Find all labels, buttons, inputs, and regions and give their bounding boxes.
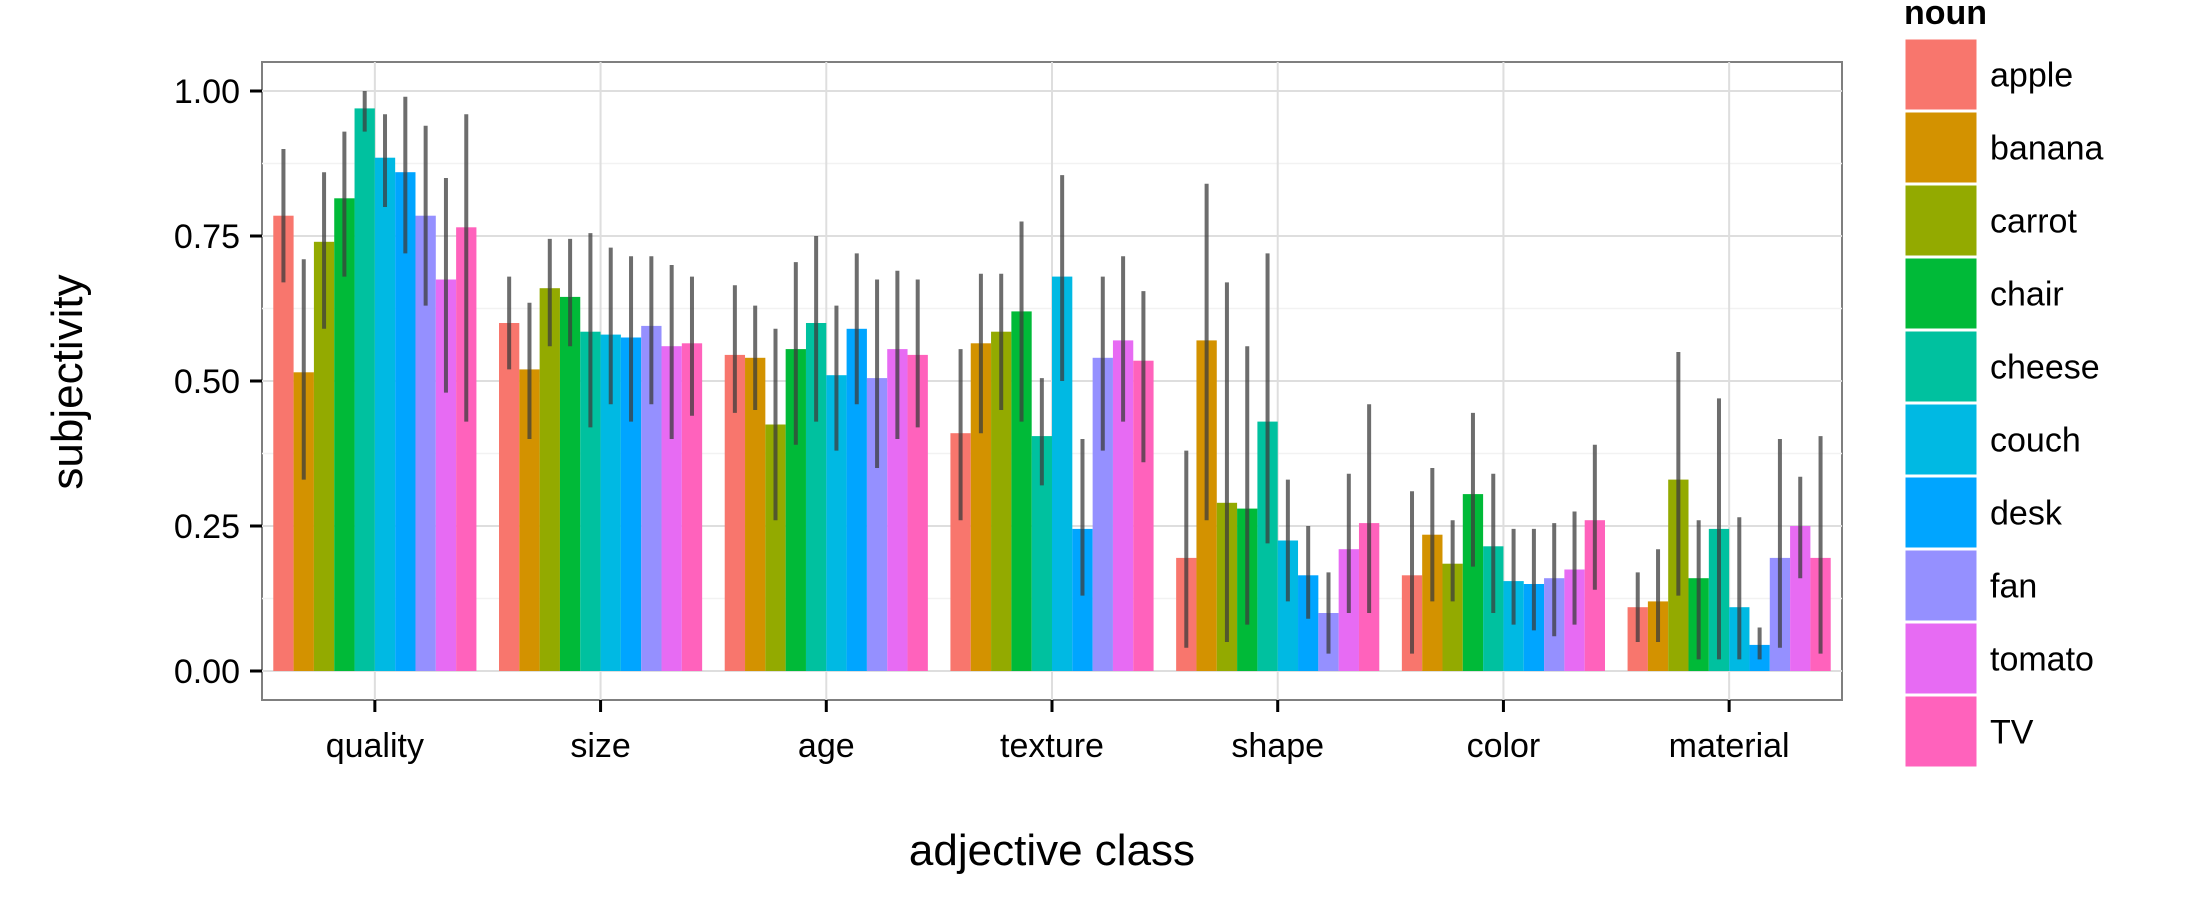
bar	[1298, 575, 1319, 671]
legend-label: banana	[1990, 130, 2104, 168]
errorbar-layer	[281, 91, 1823, 660]
legend-key	[1904, 476, 1978, 549]
bar	[435, 279, 457, 671]
legend-label: couch	[1990, 422, 2081, 460]
axis-layer: 0.00 0.25 0.50 0.75 1.00 quality size age textur…	[174, 73, 1790, 765]
bar	[970, 343, 992, 671]
x-tick-label: color	[1467, 727, 1541, 765]
legend-key	[1904, 111, 1978, 184]
bar	[395, 172, 416, 671]
y-tick-label: 0.50	[174, 363, 240, 401]
legend-key	[1904, 695, 1978, 768]
y-tick-label: 0.75	[174, 218, 240, 256]
y-tick-label: 1.00	[174, 73, 240, 111]
y-axis-title: subjectivity	[43, 274, 92, 489]
legend-key	[1904, 549, 1978, 622]
legend-key	[1904, 330, 1978, 403]
x-tick-label: size	[570, 727, 630, 765]
bar	[724, 354, 746, 671]
bar	[580, 331, 601, 671]
bar	[354, 108, 375, 671]
bar	[313, 241, 335, 672]
bar	[539, 288, 560, 671]
y-tick-label: 0.00	[174, 653, 240, 691]
legend: noun apple banana carrot chair cheese couch de…	[1903, 0, 2104, 769]
bar	[950, 433, 971, 671]
x-tick-label: texture	[1000, 727, 1104, 765]
legend-key	[1904, 622, 1978, 695]
bar	[681, 343, 703, 671]
bar	[620, 337, 642, 671]
legend-title: noun	[1904, 0, 1987, 32]
bar	[1011, 311, 1032, 671]
x-tick-label: quality	[326, 727, 424, 765]
bar	[661, 346, 682, 671]
legend-key	[1904, 38, 1978, 111]
legend-label: TV	[1990, 714, 2034, 752]
bar	[415, 215, 436, 671]
bar	[1790, 526, 1811, 671]
bar	[1584, 520, 1605, 671]
y-tick-label: 0.25	[174, 508, 240, 546]
bar	[559, 296, 581, 671]
bar	[456, 227, 477, 672]
legend-label: apple	[1990, 57, 2073, 95]
bar	[1462, 494, 1484, 671]
x-tick-label: age	[798, 727, 855, 765]
legend-label: chair	[1990, 276, 2064, 314]
bar	[641, 325, 662, 671]
bar	[1072, 528, 1093, 671]
bar	[519, 369, 540, 671]
bar-layer	[273, 108, 1831, 672]
bar	[887, 349, 908, 671]
x-tick-label: material	[1669, 727, 1790, 765]
bar	[846, 328, 867, 671]
bar	[805, 323, 827, 671]
legend-label: carrot	[1990, 203, 2077, 241]
bar	[785, 349, 806, 671]
bar	[1052, 276, 1073, 671]
bar	[745, 357, 766, 671]
bar	[765, 424, 786, 671]
bar	[1422, 534, 1443, 671]
bar	[826, 375, 847, 671]
legend-key	[1904, 257, 1978, 330]
bar	[1277, 540, 1299, 671]
bar	[499, 323, 520, 671]
bar	[1031, 436, 1052, 671]
bar	[1257, 421, 1278, 671]
bar	[293, 372, 314, 671]
bar	[907, 354, 928, 671]
legend-label: cheese	[1990, 349, 2100, 387]
legend-label: desk	[1990, 495, 2063, 533]
bar	[1442, 563, 1463, 671]
bar	[1112, 340, 1134, 671]
bar	[991, 331, 1012, 671]
bar	[1092, 357, 1113, 671]
bar	[273, 215, 294, 671]
x-axis-title: adjective class	[909, 826, 1195, 875]
legend-label: fan	[1990, 568, 2037, 606]
x-tick-label: shape	[1231, 727, 1324, 765]
legend-label: tomato	[1990, 641, 2094, 679]
bar	[866, 378, 888, 671]
bar	[374, 157, 396, 671]
bar	[1133, 360, 1154, 671]
bar	[600, 334, 621, 671]
legend-key	[1904, 184, 1978, 257]
bar	[1503, 581, 1524, 671]
legend-key	[1904, 403, 1978, 476]
bar	[334, 198, 355, 672]
